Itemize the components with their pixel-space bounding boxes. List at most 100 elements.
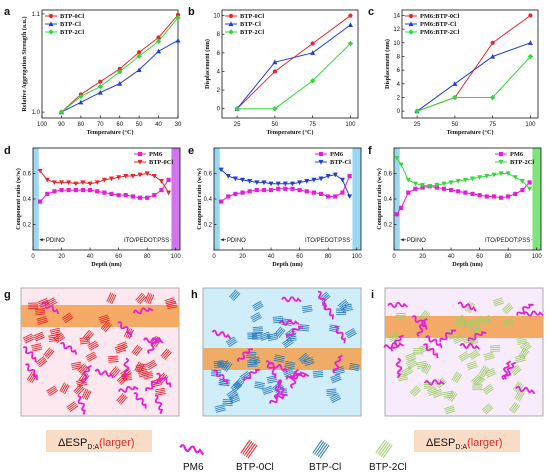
acceptor-strand — [471, 330, 482, 335]
x-tick-label: 100 — [37, 122, 48, 128]
acceptor-strand — [61, 312, 71, 319]
data-point-PM6 — [102, 190, 107, 195]
x-tick-label: 50 — [452, 122, 459, 128]
chart-panel-a: a 100 90 80 70 60 50 40 30 1.0 1.1 Temperature (°C)… — [4, 6, 182, 136]
acceptor-strand — [89, 343, 99, 350]
y-axis-label: Component ratio (w/w) — [15, 168, 22, 230]
data-point-PM6 — [87, 187, 93, 193]
acceptor-strand — [252, 326, 263, 328]
acceptor-strand — [452, 372, 460, 382]
acceptor-strand — [349, 366, 360, 370]
acceptor-stack — [405, 358, 418, 370]
pm6-helix — [123, 357, 130, 379]
acceptor-strand — [250, 361, 261, 366]
acceptor-stack — [443, 405, 456, 415]
legend-strand — [244, 442, 254, 456]
acceptor-strand — [79, 340, 90, 343]
data-point-PM6:BTP-0Cl — [528, 13, 533, 18]
chart-panel-d: d 0 20 40 60 80 100 0.2 0.4 0.6 Depth (nm) Componen… — [4, 145, 181, 268]
pm6-chain — [22, 346, 37, 363]
acceptor-strand — [286, 339, 297, 342]
legend-entry-PM6: PM6 — [510, 151, 524, 158]
acceptor-strand — [148, 364, 158, 371]
acceptor-strand — [249, 356, 260, 361]
acceptor-strand — [77, 387, 85, 396]
acceptor-strand — [275, 327, 283, 336]
acceptor-strand — [229, 397, 240, 403]
pdino-band — [214, 148, 220, 250]
acceptor-strand — [227, 390, 237, 397]
acceptor-strand — [79, 365, 88, 374]
acceptor-stack — [35, 356, 48, 368]
acceptor-strand — [88, 341, 98, 348]
pm6-helix — [459, 343, 481, 350]
data-point-PM6 — [520, 187, 525, 193]
pm6-chain — [25, 363, 38, 381]
acceptor-strand — [518, 392, 525, 402]
legend-entry-BTP-Cl: BTP-Cl — [330, 159, 351, 166]
acceptor-strand — [78, 364, 87, 373]
acceptor-strand — [49, 339, 60, 343]
acceptor-strand — [484, 368, 495, 373]
acceptor-stack — [503, 318, 515, 327]
y-tick-label: 8 — [217, 32, 221, 38]
acceptor-strand — [230, 399, 241, 404]
acceptor-stack — [222, 399, 233, 406]
acceptor-stack — [466, 360, 478, 371]
pm6-helix — [22, 346, 37, 363]
acceptor-strand — [250, 312, 260, 318]
x-tick-label: 25 — [234, 122, 241, 128]
acceptor-strand — [486, 372, 497, 378]
acceptor-strand — [142, 372, 153, 377]
acceptor-strand — [398, 378, 409, 382]
acceptor-strand — [416, 360, 427, 364]
acceptor-strand — [454, 316, 464, 322]
acceptor-strand — [454, 339, 464, 345]
acceptor-stack — [468, 349, 481, 360]
x-tick-label: 60 — [115, 254, 122, 260]
morphology-schematics: g h i ΔESPD:A(larger) ΔESPD:A(larger) PM… — [4, 287, 544, 473]
acceptor-strand — [149, 294, 155, 305]
pm6-chain — [265, 360, 277, 379]
pm6-chain — [424, 379, 445, 386]
acceptor-stack — [481, 403, 494, 415]
acceptor-stack — [77, 363, 89, 375]
acceptor-strand — [463, 321, 474, 325]
acceptor-strand — [272, 317, 283, 320]
chart-panel-e: e 0 20 40 60 80 100 0.2 0.4 0.6 Depth (nm) Componen… — [188, 145, 362, 268]
acceptor-strand — [514, 354, 525, 358]
acceptor-strand — [511, 404, 519, 413]
pm6-chain — [425, 335, 443, 349]
pm6-chain — [59, 341, 78, 355]
pm6-chain — [332, 354, 343, 374]
acceptor-strand — [268, 338, 279, 342]
data-point-BTP-Cl — [232, 176, 238, 182]
acceptor-strand — [235, 380, 243, 389]
acceptor-strand — [134, 361, 140, 371]
pm6-chain — [123, 357, 130, 379]
acceptor-stack — [213, 360, 225, 368]
data-point-BTP-0Cl — [151, 173, 157, 179]
acceptor-strand — [424, 364, 431, 374]
acceptor-strand — [334, 369, 345, 374]
x-tick-label: 40 — [268, 254, 275, 260]
acceptor-strand — [31, 345, 42, 348]
pm6-chain — [395, 357, 403, 379]
acceptor-strand — [165, 298, 175, 303]
acceptor-strand — [36, 357, 46, 365]
legend-strand — [379, 442, 389, 456]
acceptor-strand — [304, 360, 315, 365]
acceptor-strand — [301, 356, 311, 364]
x-tick-label: 100 — [532, 254, 543, 260]
acceptor-strand — [86, 390, 92, 401]
acceptor-strand — [108, 355, 119, 358]
data-point-PM6:BTP-2Cl — [489, 94, 496, 101]
x-tick-label: 80 — [78, 122, 85, 128]
acceptor-strand — [31, 343, 42, 347]
data-point-PM6 — [233, 191, 238, 196]
y-tick-label: 0 — [217, 107, 221, 113]
acceptor-stack — [326, 388, 337, 396]
acceptor-strand — [217, 360, 228, 363]
acceptor-strand — [69, 405, 79, 413]
data-point-BTP-Cl — [261, 180, 267, 186]
